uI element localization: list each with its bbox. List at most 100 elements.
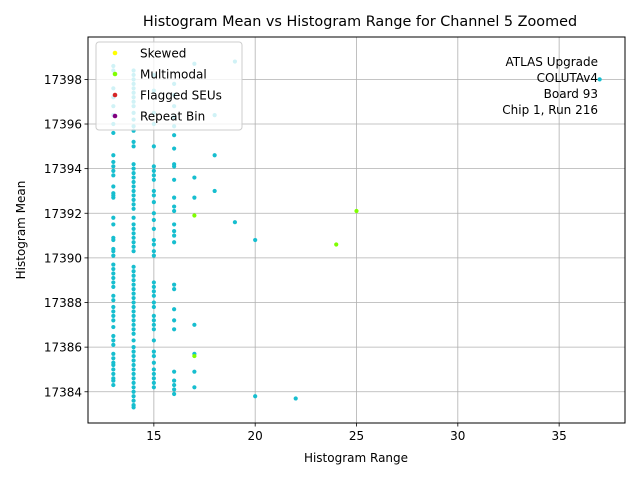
- legend-label: Repeat Bin: [140, 110, 205, 124]
- data-point: [151, 380, 156, 385]
- data-point: [131, 269, 136, 274]
- data-point: [172, 369, 177, 374]
- x-tick-label: 25: [349, 429, 364, 443]
- data-point: [131, 300, 136, 305]
- y-tick-label: 17392: [44, 207, 82, 221]
- data-point: [151, 144, 156, 149]
- data-point: [172, 204, 177, 209]
- y-tick-label: 17388: [44, 296, 82, 310]
- data-point: [192, 385, 197, 390]
- data-point: [111, 338, 116, 343]
- data-point: [111, 304, 116, 310]
- data-point: [131, 231, 136, 236]
- data-point: [111, 275, 116, 281]
- legend-label: Multimodal: [140, 68, 207, 82]
- data-point: [172, 287, 177, 292]
- data-point: [111, 313, 116, 319]
- annotation-line: Chip 1, Run 216: [502, 103, 598, 117]
- data-point: [131, 166, 136, 171]
- data-point: [131, 197, 136, 202]
- data-point: [172, 282, 177, 287]
- data-point: [111, 342, 116, 348]
- data-point: [172, 240, 177, 245]
- data-point: [111, 253, 116, 258]
- data-point: [131, 318, 136, 323]
- data-point: [151, 318, 156, 323]
- data-point: [131, 345, 136, 350]
- data-point: [172, 318, 177, 323]
- data-point: [111, 324, 116, 330]
- data-point: [172, 222, 177, 227]
- data-point: [111, 173, 116, 178]
- data-point: [131, 331, 136, 336]
- data-point: [131, 188, 136, 194]
- data-point: [131, 273, 136, 278]
- data-point: [172, 387, 177, 392]
- data-point: [111, 318, 116, 323]
- data-point: [131, 313, 136, 319]
- legend-marker: [112, 92, 118, 98]
- data-point: [131, 171, 136, 176]
- data-point: [151, 304, 156, 310]
- data-point: [131, 295, 136, 301]
- legend-box: [95, 41, 243, 131]
- data-point: [151, 360, 156, 365]
- x-tick-label: 15: [146, 429, 161, 443]
- data-point: [212, 153, 217, 158]
- data-point: [151, 177, 156, 182]
- data-point: [111, 309, 116, 314]
- data-point: [151, 280, 156, 285]
- data-point: [151, 300, 156, 305]
- data-point: [151, 217, 156, 223]
- data-point: [131, 235, 136, 240]
- data-point: [151, 385, 156, 390]
- data-point: [111, 351, 116, 356]
- data-point: [151, 173, 156, 178]
- data-point: [111, 382, 116, 388]
- data-point: [151, 289, 156, 294]
- data-point: [111, 262, 116, 267]
- data-point: [151, 168, 156, 173]
- data-point: [172, 177, 177, 182]
- legend-marker: [112, 50, 118, 56]
- data-point: [151, 242, 156, 247]
- data-point: [131, 240, 136, 245]
- data-point: [131, 380, 136, 385]
- data-point: [131, 358, 136, 363]
- data-point: [131, 371, 136, 377]
- data-point: [151, 188, 156, 194]
- data-point: [253, 394, 258, 399]
- data-point: [232, 220, 238, 225]
- data-point: [192, 195, 197, 200]
- data-point: [111, 195, 116, 200]
- data-point: [111, 362, 116, 368]
- x-tick-label: 20: [248, 429, 263, 443]
- data-point: [111, 130, 116, 136]
- data-point: [131, 215, 136, 220]
- data-point: [131, 405, 136, 410]
- data-point: [151, 367, 156, 372]
- chart-title: Histogram Mean vs Histogram Range for Ch…: [143, 14, 577, 30]
- legend-label: Flagged SEUs: [140, 89, 222, 103]
- data-point: [111, 298, 116, 303]
- data-point: [131, 264, 136, 269]
- data-point: [151, 211, 156, 216]
- annotation-line: Board 93: [544, 87, 598, 101]
- y-tick-label: 17386: [44, 341, 82, 355]
- data-point: [131, 349, 136, 354]
- data-point: [131, 362, 136, 368]
- legend-marker: [112, 71, 118, 77]
- data-point: [151, 322, 156, 327]
- data-point: [151, 327, 156, 332]
- data-point: [131, 309, 136, 314]
- data-point: [131, 202, 136, 207]
- y-axis-label: Histogram Mean: [14, 181, 28, 280]
- data-point: [151, 284, 156, 289]
- data-point: [131, 249, 136, 254]
- data-point: [172, 378, 177, 383]
- data-point: [131, 367, 136, 372]
- data-point: [151, 293, 156, 298]
- data-point: [131, 244, 136, 249]
- run-annotation: ATLAS Upgrade COLUTAv4 Board 93 Chip 1, Run…: [502, 55, 598, 117]
- data-point: [131, 278, 136, 283]
